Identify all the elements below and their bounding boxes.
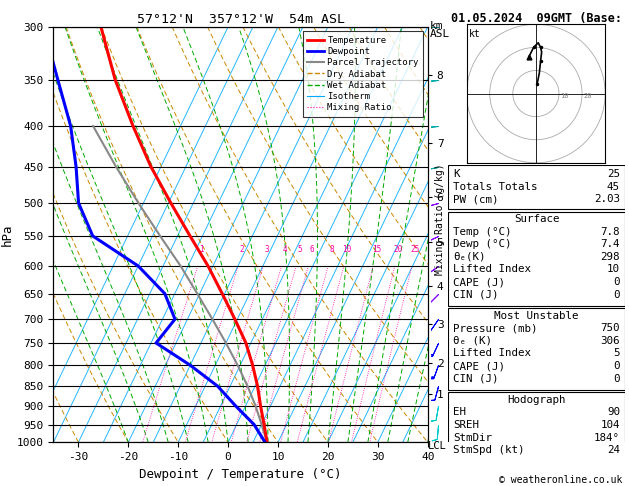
X-axis label: Dewpoint / Temperature (°C): Dewpoint / Temperature (°C) (140, 468, 342, 481)
Text: 01.05.2024  09GMT (Base: 18): 01.05.2024 09GMT (Base: 18) (451, 12, 629, 25)
Text: ASL: ASL (430, 29, 450, 39)
Text: 25: 25 (607, 169, 620, 179)
Text: Pressure (mb): Pressure (mb) (453, 323, 538, 333)
Text: Dewp (°C): Dewp (°C) (453, 239, 511, 249)
Bar (448, 392, 625, 462)
Text: PW (cm): PW (cm) (453, 194, 499, 204)
Text: 104: 104 (601, 420, 620, 430)
Text: CIN (J): CIN (J) (453, 374, 499, 383)
Text: 750: 750 (601, 323, 620, 333)
Text: 25: 25 (410, 245, 420, 254)
Text: © weatheronline.co.uk: © weatheronline.co.uk (499, 475, 623, 485)
Text: CIN (J): CIN (J) (453, 290, 499, 299)
Text: 2.03: 2.03 (594, 194, 620, 204)
Text: Surface: Surface (514, 214, 559, 224)
Text: 7.8: 7.8 (601, 226, 620, 237)
Text: θₑ(K): θₑ(K) (453, 252, 486, 262)
Text: 0: 0 (613, 277, 620, 287)
Y-axis label: hPa: hPa (1, 223, 14, 246)
Text: 10: 10 (607, 264, 620, 275)
Text: 10: 10 (560, 93, 569, 99)
Text: Lifted Index: Lifted Index (453, 264, 531, 275)
Text: StmDir: StmDir (453, 433, 492, 443)
Text: EH: EH (453, 407, 466, 417)
Text: StmSpd (kt): StmSpd (kt) (453, 445, 525, 455)
Text: SREH: SREH (453, 420, 479, 430)
Bar (448, 165, 625, 209)
Text: 298: 298 (601, 252, 620, 262)
Text: 2: 2 (240, 245, 244, 254)
Text: θₑ (K): θₑ (K) (453, 336, 492, 346)
Text: 0: 0 (613, 374, 620, 383)
Text: 306: 306 (601, 336, 620, 346)
Text: 0: 0 (613, 361, 620, 371)
Text: K: K (453, 169, 460, 179)
Text: Totals Totals: Totals Totals (453, 182, 538, 191)
Title: 57°12'N  357°12'W  54m ASL: 57°12'N 357°12'W 54m ASL (136, 13, 345, 26)
Text: 3: 3 (264, 245, 269, 254)
Text: 5: 5 (613, 348, 620, 359)
Text: Mixing Ratio (g/kg): Mixing Ratio (g/kg) (435, 163, 445, 275)
Text: 0: 0 (613, 290, 620, 299)
Legend: Temperature, Dewpoint, Parcel Trajectory, Dry Adiabat, Wet Adiabat, Isotherm, Mi: Temperature, Dewpoint, Parcel Trajectory… (303, 31, 423, 117)
Text: km: km (430, 21, 443, 31)
Text: 15: 15 (372, 245, 381, 254)
Text: LCL: LCL (428, 441, 447, 451)
Bar (448, 211, 625, 306)
Text: Temp (°C): Temp (°C) (453, 226, 511, 237)
Text: CAPE (J): CAPE (J) (453, 361, 505, 371)
Bar (448, 308, 625, 390)
Text: Hodograph: Hodograph (507, 395, 566, 405)
Text: 4: 4 (282, 245, 287, 254)
Text: 1: 1 (199, 245, 204, 254)
Text: 8: 8 (329, 245, 334, 254)
Text: 45: 45 (607, 182, 620, 191)
Text: 20: 20 (583, 93, 592, 99)
Text: 24: 24 (607, 445, 620, 455)
Text: Lifted Index: Lifted Index (453, 348, 531, 359)
Text: CAPE (J): CAPE (J) (453, 277, 505, 287)
Text: 7.4: 7.4 (601, 239, 620, 249)
Text: kt: kt (469, 29, 481, 39)
Text: 6: 6 (309, 245, 314, 254)
Text: 10: 10 (342, 245, 352, 254)
Text: 90: 90 (607, 407, 620, 417)
Text: 5: 5 (298, 245, 302, 254)
Text: 184°: 184° (594, 433, 620, 443)
Text: 20: 20 (393, 245, 403, 254)
Text: Most Unstable: Most Unstable (494, 311, 579, 321)
